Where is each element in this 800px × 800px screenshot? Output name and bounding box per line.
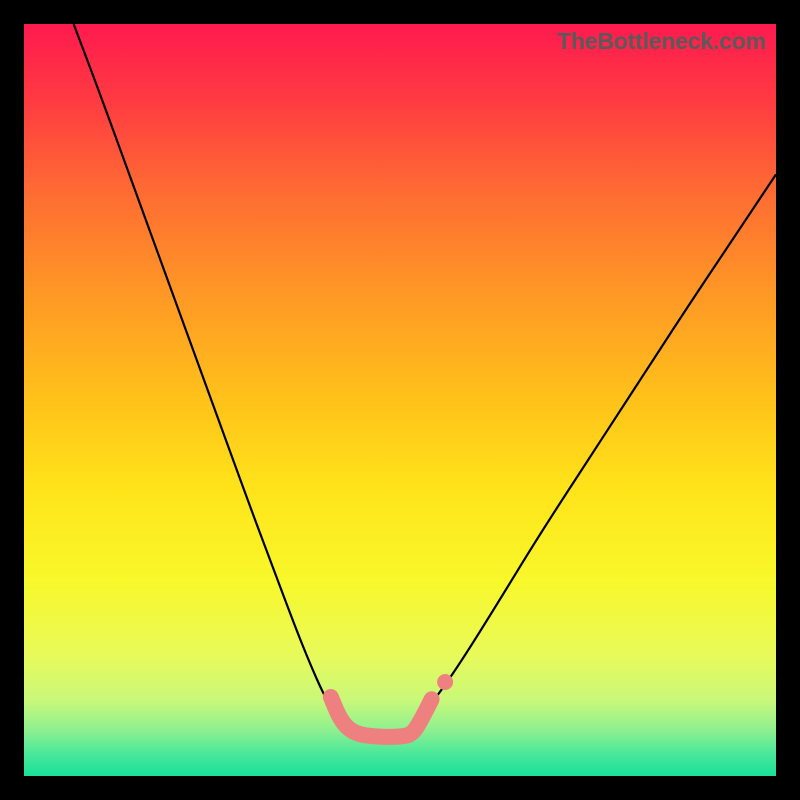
bottom-connector-stroke [331,697,432,737]
left-curve [74,24,336,714]
bottom-connector-dot [437,674,453,690]
plot-area: TheBottleneck.com [24,24,776,776]
watermark-text: TheBottleneck.com [557,28,766,55]
chart-outer-frame: TheBottleneck.com [0,0,800,800]
right-curve [421,174,776,714]
curves-layer [24,24,776,776]
